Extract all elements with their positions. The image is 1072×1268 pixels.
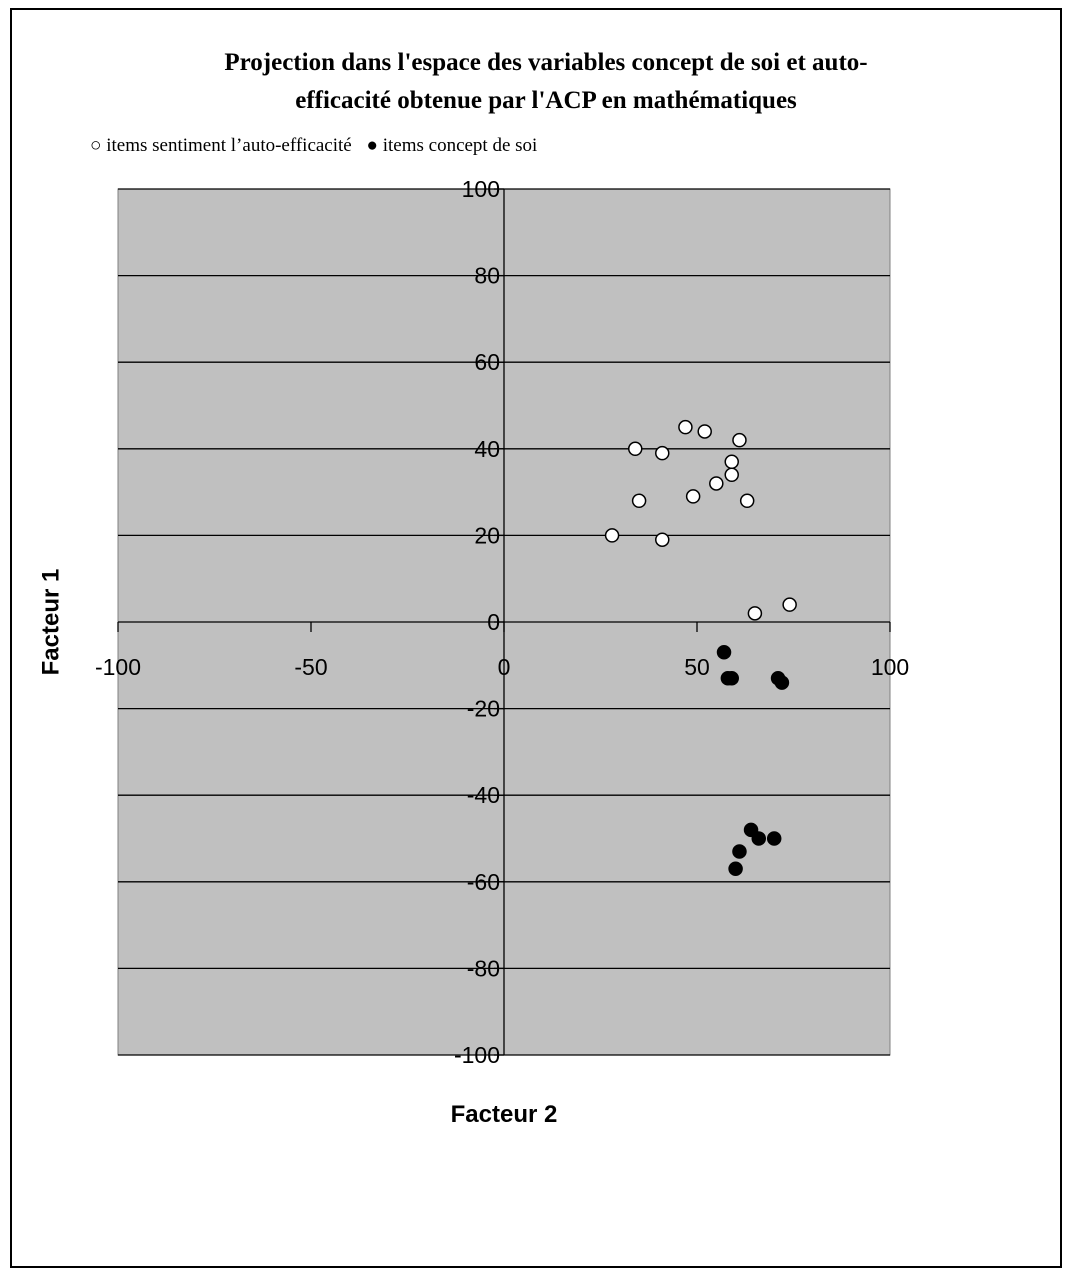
data-points [604,419,797,877]
self-efficacy-point-0 [678,419,693,435]
self-efficacy-point-10 [739,493,755,509]
self-efficacy-point-8 [685,489,701,504]
legend-label-self-efficacy: items sentiment l’auto-efficacité [106,135,352,156]
legend-entry-self-efficacy: ○ items sentiment l’auto-efficacité [90,135,356,156]
y-tick-label--100: -100 [454,1042,500,1068]
self-efficacy-point-13 [747,606,763,621]
y-tick-label--60: -60 [467,869,500,895]
self-concept-point-6 [751,831,767,846]
self-efficacy-point-4 [655,445,670,461]
x-tick-label--50: -50 [294,654,327,680]
self-efficacy-point-3 [627,441,643,457]
chart-title-line-2: efficacité obtenue par l'ACP en mathémat… [295,87,797,114]
self-efficacy-point-2 [732,432,747,448]
legend: ○ items sentiment l’auto-efficacité ● it… [90,135,547,157]
y-tick-label-0: 0 [487,609,500,635]
self-concept-point-8 [732,844,747,859]
x-axis-title: Facteur 2 [451,1101,558,1128]
y-tick-label-60: 60 [474,349,500,375]
legend-entry-self-concept: ● items concept de soi [366,135,537,156]
y-tick-label-80: 80 [474,263,500,289]
self-concept-point-4 [774,675,790,690]
y-tick-label-40: 40 [474,436,500,462]
self-concept-point-9 [728,861,743,877]
filled-circle-icon: ● [366,135,378,156]
self-efficacy-point-11 [604,528,620,543]
self-efficacy-point-1 [697,424,712,439]
y-tick-label-20: 20 [474,522,500,548]
self-efficacy-point-14 [782,597,797,612]
self-efficacy-point-12 [655,532,670,547]
axes [117,188,891,1056]
y-axis-title: Facteur 1 [37,569,64,676]
self-efficacy-point-7 [709,476,724,491]
chart-title-line-1: Projection dans l'espace des variables c… [224,49,868,76]
self-efficacy-point-6 [724,467,739,483]
self-concept-point-7 [766,831,782,846]
x-tick-label-100: 100 [871,654,909,680]
self-concept-point-2 [724,671,739,686]
x-tick-label-50: 50 [684,654,710,680]
y-tick-label--20: -20 [467,696,500,722]
y-tick-label-100: 100 [462,176,500,202]
open-circle-icon: ○ [90,135,102,156]
legend-label-self-concept: items concept de soi [382,135,538,156]
tick-labels: -100 -50 0 50 100 -100 -80 -60 -40 -20 0 20 40 60 80 10… [95,176,909,1068]
chart-title: Projection dans l'espace des variables c… [0,44,1072,120]
self-concept-point-0 [716,645,732,660]
y-tick-label--80: -80 [467,955,500,981]
x-tick-label-0: 0 [498,654,511,680]
y-tick-label--40: -40 [467,782,500,808]
self-efficacy-point-5 [724,454,739,470]
x-tick-label--100: -100 [95,654,141,680]
self-efficacy-point-9 [631,493,647,509]
